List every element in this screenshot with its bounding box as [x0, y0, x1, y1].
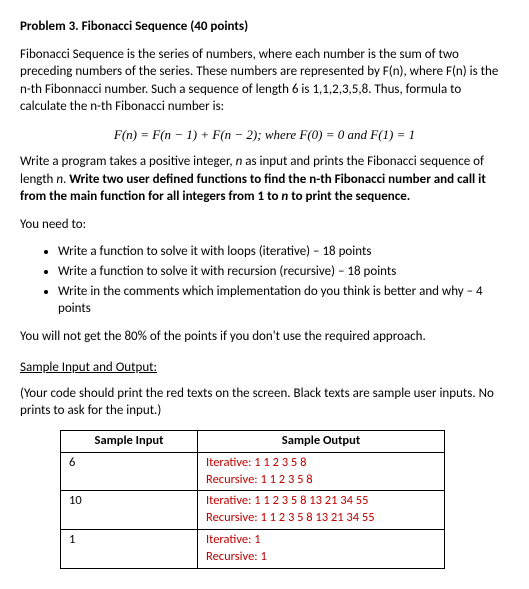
cell-output: Iterative: 1 1 2 3 5 8 Recursive: 1 1 2 …: [198, 452, 445, 491]
p2a: Write a program takes a positive integer…: [20, 154, 236, 169]
table-row: 6 Iterative: 1 1 2 3 5 8 Recursive: 1 1 …: [61, 452, 445, 491]
warning-paragraph: You will not get the 80% of the points i…: [20, 328, 509, 346]
output-recursive: Recursive: 1 1 2 3 5 8 13 21 34 55: [206, 510, 436, 527]
output-recursive: Recursive: 1: [206, 549, 436, 566]
sample-table: Sample Input Sample Output 6 Iterative: …: [60, 430, 445, 569]
intro-paragraph: Fibonacci Sequence is the series of numb…: [20, 46, 509, 116]
cell-output: Iterative: 1 Recursive: 1: [198, 530, 445, 569]
table-row: 1 Iterative: 1 Recursive: 1: [61, 530, 445, 569]
sample-note: (Your code should print the red texts on…: [20, 385, 509, 420]
you-need-to: You need to:: [20, 216, 509, 234]
cell-input: 1: [61, 530, 198, 569]
col-header-input: Sample Input: [61, 430, 198, 452]
table-header-row: Sample Input Sample Output: [61, 430, 445, 452]
requirements-list: Write a function to solve it with loops …: [20, 243, 509, 317]
list-item: Write a function to solve it with recurs…: [58, 263, 509, 281]
output-recursive: Recursive: 1 1 2 3 5 8: [206, 472, 436, 489]
p2-bold-end: to print the sequence.: [288, 189, 410, 204]
p2-bold: Write two user defined functions to find…: [20, 172, 486, 205]
table-row: 10 Iterative: 1 1 2 3 5 8 13 21 34 55 Re…: [61, 491, 445, 530]
cell-output: Iterative: 1 1 2 3 5 8 13 21 34 55 Recur…: [198, 491, 445, 530]
formula: F(n) = F(n − 1) + F(n − 2); where F(0) =…: [20, 126, 509, 144]
output-iterative: Iterative: 1 1 2 3 5 8 13 21 34 55: [206, 493, 436, 510]
cell-input: 10: [61, 491, 198, 530]
output-iterative: Iterative: 1: [206, 532, 436, 549]
list-item: Write in the comments which implementati…: [58, 283, 509, 318]
col-header-output: Sample Output: [198, 430, 445, 452]
var-n2: n: [56, 172, 63, 187]
cell-input: 6: [61, 452, 198, 491]
list-item: Write a function to solve it with loops …: [58, 243, 509, 261]
instruction-paragraph: Write a program takes a positive integer…: [20, 153, 509, 206]
sample-io-header: Sample Input and Output:: [20, 359, 509, 377]
problem-title: Problem 3. Fibonacci Sequence (40 points…: [20, 18, 509, 36]
output-iterative: Iterative: 1 1 2 3 5 8: [206, 455, 436, 472]
